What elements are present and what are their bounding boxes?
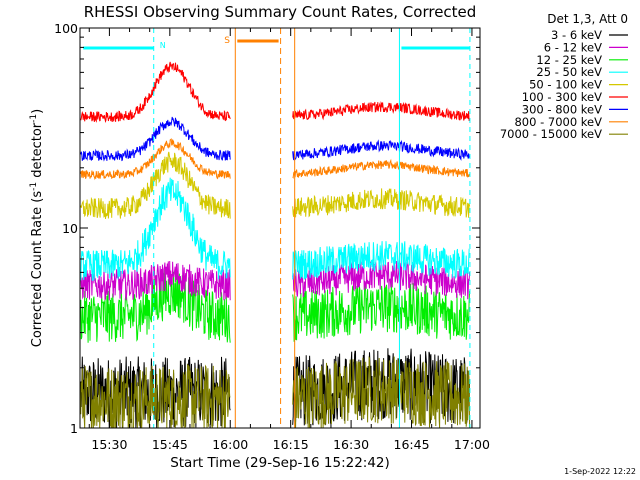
series-line-7-1	[292, 158, 471, 179]
x-axis-label: Start Time (29-Sep-16 15:22:42)	[170, 455, 390, 471]
series-line-6-1	[292, 139, 471, 161]
x-tick-label: 16:15	[273, 437, 309, 452]
plot-area: SN	[80, 28, 471, 429]
legend-label-1: 6 - 12 keV	[544, 40, 602, 54]
legend-label-0: 3 - 6 keV	[551, 28, 602, 42]
y-tick-label: 100	[54, 21, 78, 36]
x-tick-label: 16:00	[212, 437, 248, 452]
series-line-1-1	[292, 260, 471, 300]
x-tick-label: 15:45	[152, 437, 188, 452]
series-line-2-0	[80, 269, 231, 343]
timestamp: 1-Sep-2022 12:22	[564, 467, 636, 476]
x-tick-label: 16:45	[394, 437, 430, 452]
y-axis-label-sup1: -1	[29, 182, 39, 191]
series-line-7-0	[80, 138, 231, 181]
x-tick-label: 17:00	[454, 437, 490, 452]
series-line-3-0	[80, 177, 231, 281]
legend-label-2: 12 - 25 keV	[536, 53, 602, 67]
y-axis-label-mid: detector	[30, 122, 45, 182]
axes: 15:30 15:45 16:00 16:15 16:30 16:45 17:00 1 10 10…	[54, 21, 490, 452]
y-axis-label: Corrected Count Rate (s-1 detector-1)	[29, 109, 45, 347]
legend-label-5: 100 - 300 keV	[522, 90, 602, 104]
series-line-8-1	[292, 355, 471, 429]
series-line-0-1	[292, 348, 471, 429]
y-tick-label: 10	[62, 221, 78, 236]
series-line-2-1	[292, 282, 471, 342]
y-axis-label-sup2: -1	[29, 114, 39, 123]
legend-header: Det 1,3, Att 0	[547, 12, 628, 26]
y-tick-label: 1	[70, 421, 78, 436]
series-line-6-0	[80, 116, 231, 162]
legend-label-8: 7000 - 15000 keV	[500, 127, 602, 141]
series-line-1-0	[80, 260, 231, 301]
series-line-8-0	[80, 364, 231, 429]
night-label: N	[160, 41, 166, 50]
x-tick-label: 15:30	[91, 437, 127, 452]
series-line-4-1	[292, 188, 471, 218]
chart-title: RHESSI Observing Summary Count Rates, Co…	[84, 3, 477, 21]
x-tick-label: 16:30	[333, 437, 369, 452]
series-line-5-1	[292, 101, 471, 121]
series-line-3-1	[292, 241, 470, 280]
series-line-4-0	[80, 151, 231, 220]
legend-label-3: 25 - 50 keV	[536, 65, 602, 79]
y-axis-label-main: Corrected Count Rate (s	[30, 191, 45, 348]
legend-label-4: 50 - 100 keV	[529, 78, 602, 92]
legend-label-7: 800 - 7000 keV	[514, 115, 602, 129]
legend-label-6: 300 - 800 keV	[522, 102, 602, 116]
series-line-5-0	[80, 61, 231, 123]
saa-label: S	[224, 36, 230, 46]
y-axis-label-end: )	[30, 109, 45, 114]
